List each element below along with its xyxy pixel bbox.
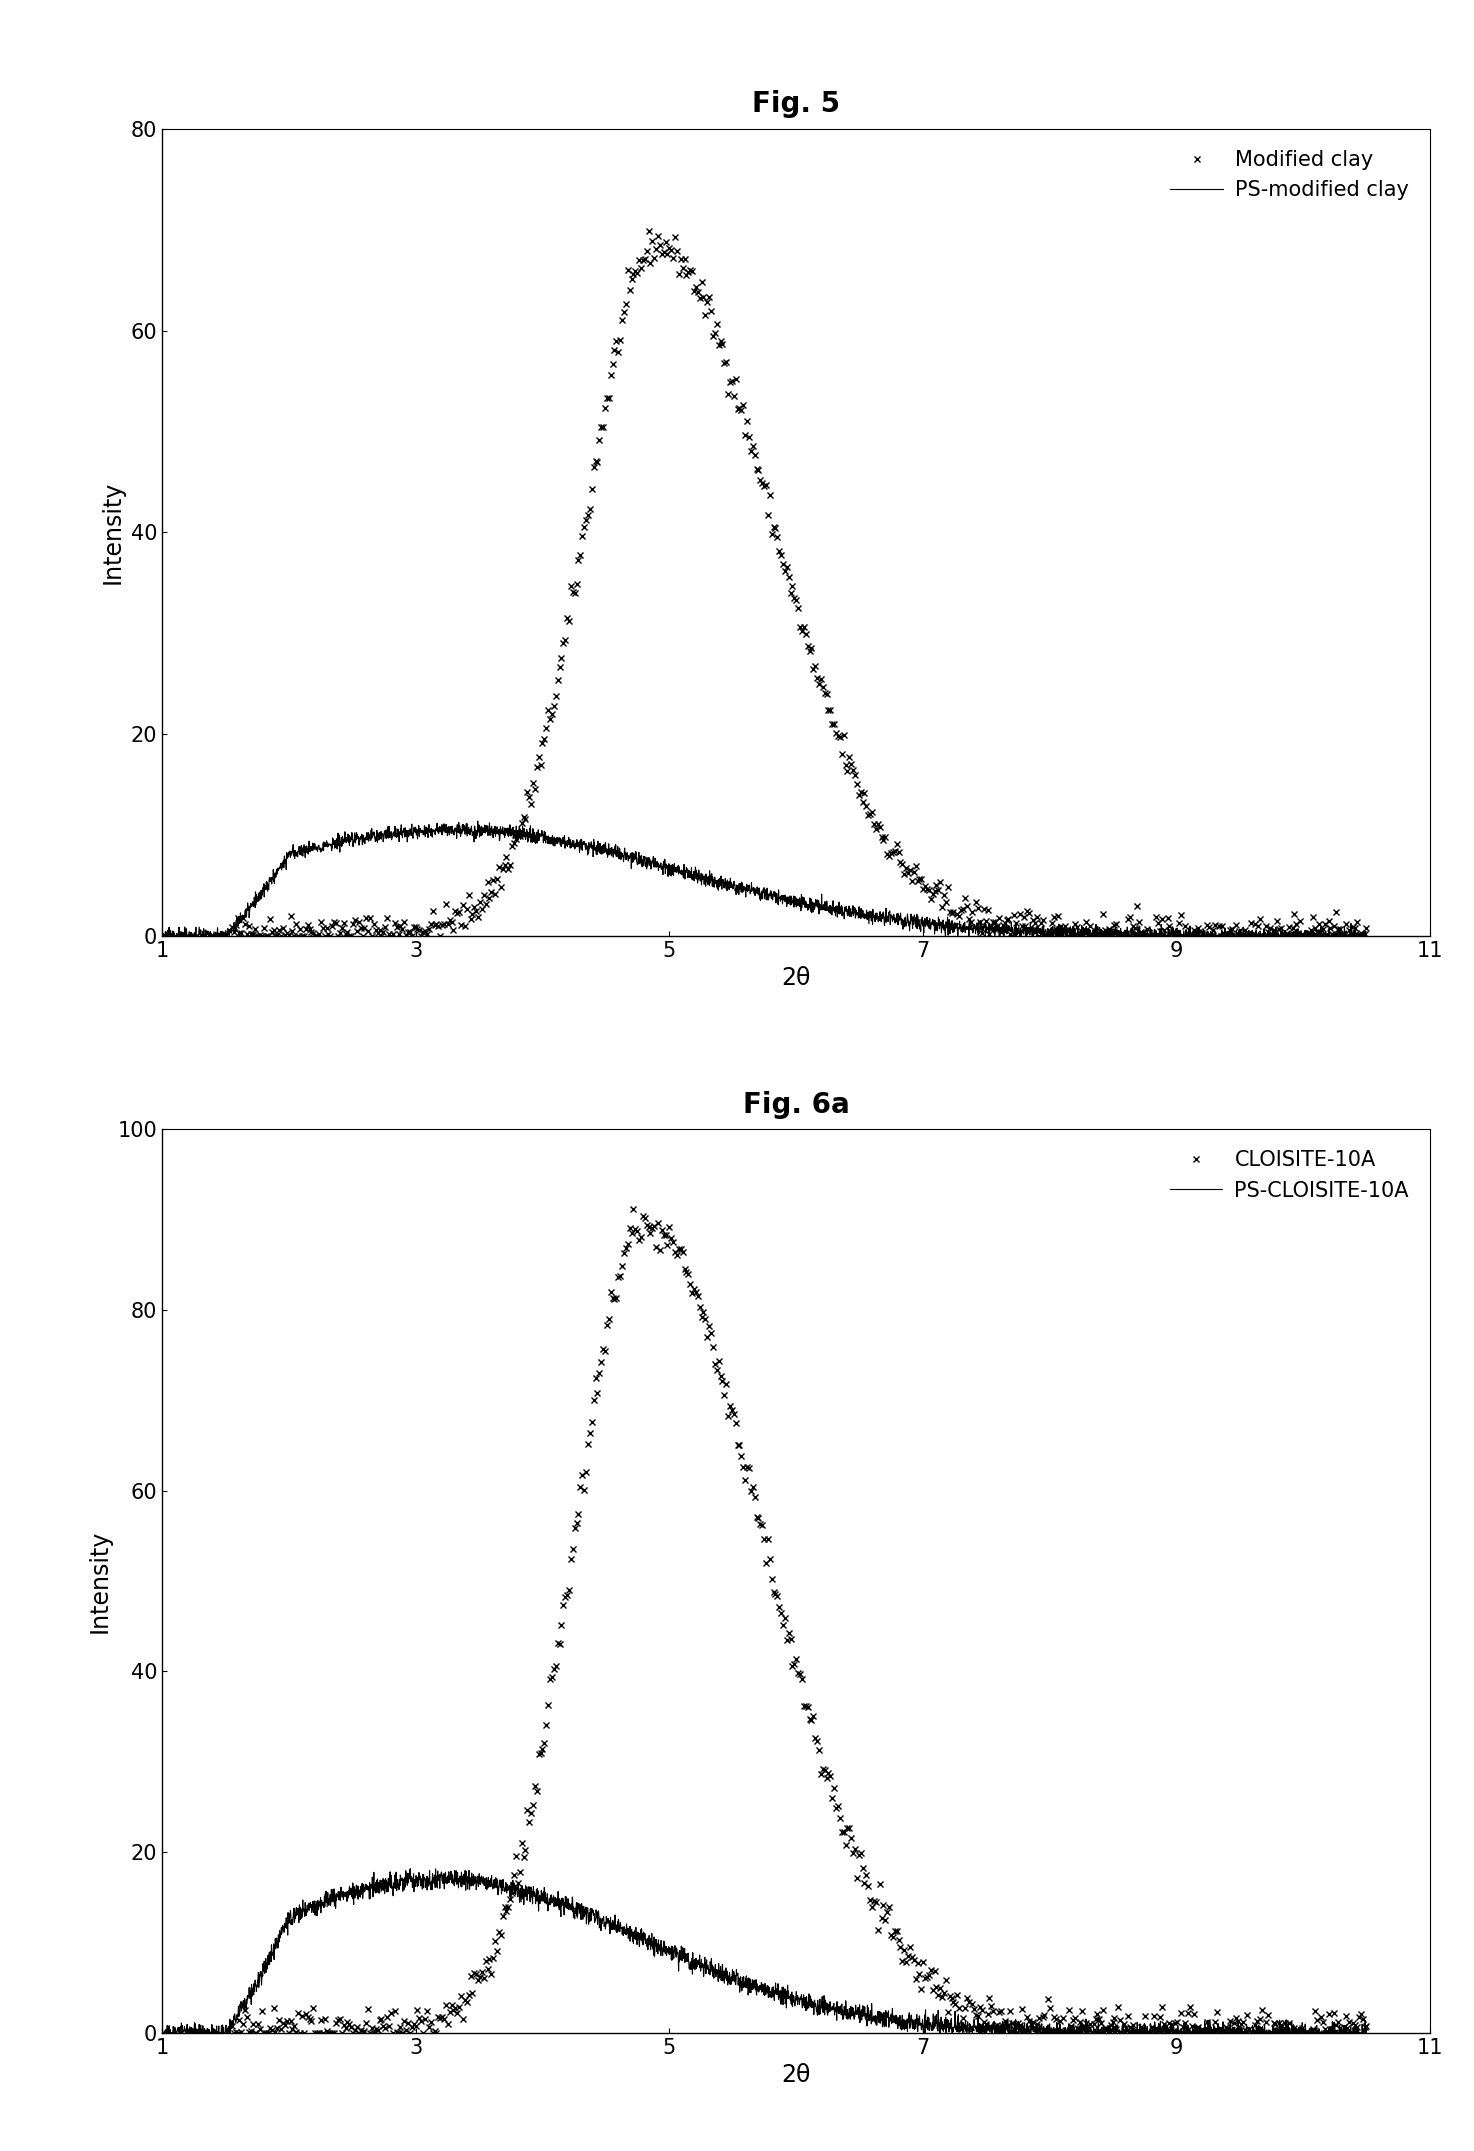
PS-modified clay (669, 852, 687, 878)
PS-modified clay (153, 918, 171, 944)
Legend: Modified clay, PS-modified clay: Modified clay, PS-modified clay (1160, 140, 1419, 211)
PS-modified clay (1321, 923, 1338, 949)
PS-CLOISITE-10A (727, 1962, 744, 1988)
Modified clay (248, 923, 265, 949)
Modified clay (740, 424, 758, 450)
PS-CLOISITE-10A (153, 2011, 171, 2037)
Title: Fig. 6a: Fig. 6a (743, 1091, 849, 1119)
CLOISITE-10A (516, 1837, 534, 1863)
CLOISITE-10A (226, 2020, 243, 2046)
Modified clay (516, 807, 534, 832)
CLOISITE-10A (625, 1196, 643, 1222)
Line: PS-modified clay: PS-modified clay (162, 822, 1366, 936)
PS-modified clay (660, 858, 678, 884)
CLOISITE-10A (223, 2013, 240, 2039)
Modified clay (1080, 914, 1098, 940)
PS-modified clay (469, 809, 486, 835)
PS-CLOISITE-10A (1358, 2020, 1375, 2046)
CLOISITE-10A (1080, 2011, 1098, 2037)
CLOISITE-10A (1358, 2013, 1375, 2039)
CLOISITE-10A (426, 2018, 444, 2043)
PS-CLOISITE-10A (669, 1945, 687, 1970)
Modified clay (426, 912, 444, 938)
PS-modified clay (1262, 918, 1279, 944)
Modified clay (985, 910, 1002, 936)
PS-modified clay (153, 923, 171, 949)
Modified clay (1358, 914, 1375, 940)
PS-CLOISITE-10A (660, 1934, 678, 1960)
CLOISITE-10A (985, 1998, 1002, 2024)
PS-modified clay (727, 871, 744, 897)
PS-CLOISITE-10A (401, 1856, 419, 1882)
Line: PS-CLOISITE-10A: PS-CLOISITE-10A (162, 1869, 1366, 2033)
PS-modified clay (1358, 923, 1375, 949)
X-axis label: 2θ: 2θ (781, 966, 811, 989)
Y-axis label: Intensity: Intensity (102, 480, 125, 585)
PS-CLOISITE-10A (153, 2020, 171, 2046)
PS-modified clay (1029, 921, 1047, 946)
X-axis label: 2θ: 2θ (781, 2063, 811, 2086)
Y-axis label: Intensity: Intensity (88, 1529, 112, 1633)
Title: Fig. 5: Fig. 5 (752, 90, 840, 118)
PS-CLOISITE-10A (1321, 2013, 1338, 2039)
Modified clay (223, 914, 240, 940)
Line: Modified clay: Modified clay (228, 228, 1369, 938)
PS-CLOISITE-10A (1029, 2015, 1047, 2041)
Legend: CLOISITE-10A, PS-CLOISITE-10A: CLOISITE-10A, PS-CLOISITE-10A (1160, 1140, 1419, 1211)
PS-CLOISITE-10A (1262, 2020, 1279, 2046)
Modified clay (640, 217, 657, 243)
Line: CLOISITE-10A: CLOISITE-10A (228, 1207, 1369, 2035)
Modified clay (895, 860, 912, 886)
CLOISITE-10A (740, 1456, 758, 1482)
CLOISITE-10A (895, 1936, 912, 1962)
